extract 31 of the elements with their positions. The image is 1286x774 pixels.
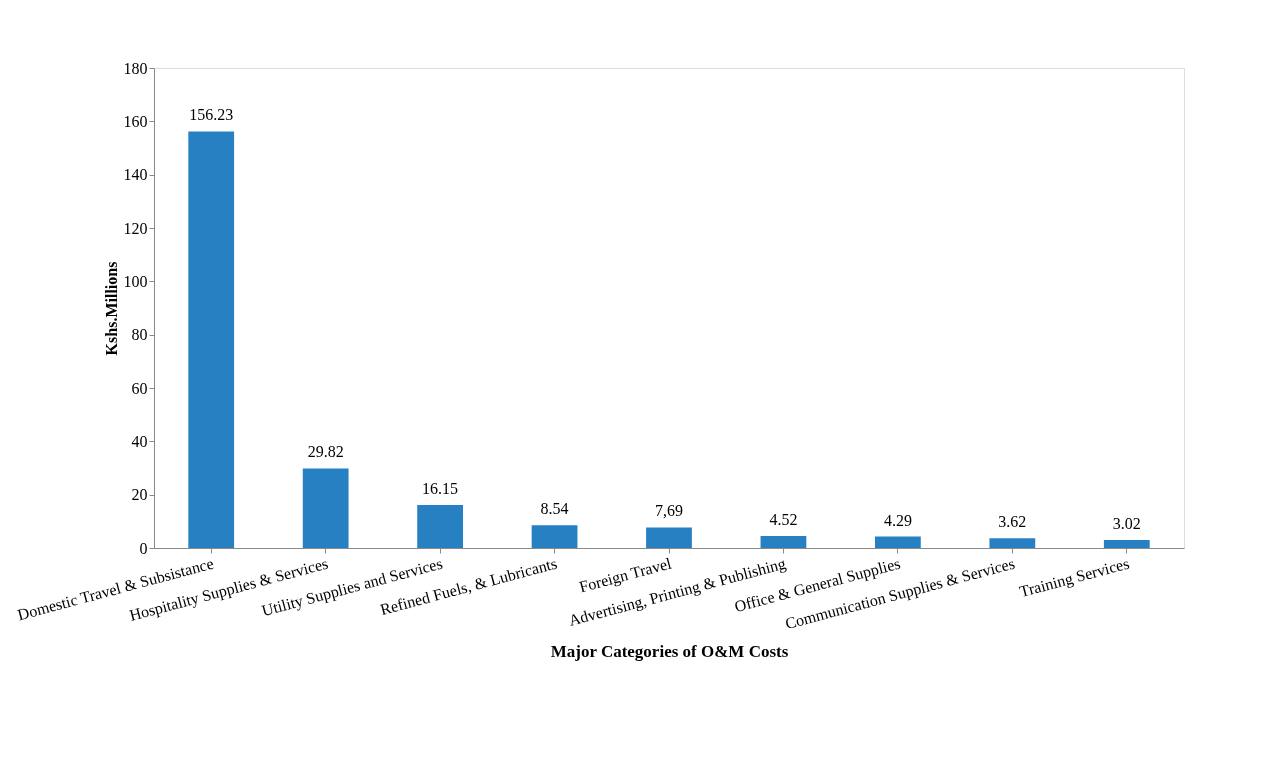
data-label: 16.15	[422, 479, 459, 497]
bar	[646, 527, 692, 548]
y-tick-label: 40	[131, 432, 148, 450]
y-tick-label: 180	[123, 59, 148, 77]
data-label: 8.54	[540, 500, 569, 518]
bar	[1103, 539, 1150, 548]
bar	[989, 538, 1036, 548]
x-tick-label: Training Services	[1017, 554, 1132, 602]
bar	[302, 468, 349, 548]
data-label: 156.23	[189, 106, 234, 124]
data-label: 7,69	[655, 502, 683, 520]
x-axis-title: Major Categories of O&M Costs	[550, 642, 789, 662]
y-axis-title: Kshs.Millions	[102, 261, 120, 356]
y-tick-label: 140	[123, 166, 148, 184]
data-label: 3.02	[1112, 514, 1141, 532]
y-tick-label: 60	[131, 379, 148, 397]
data-label: 4.29	[883, 511, 912, 529]
y-tick-label: 80	[131, 326, 148, 344]
bar	[760, 535, 807, 548]
bar	[531, 525, 578, 548]
y-tick-label: 100	[123, 272, 148, 290]
bar	[875, 536, 921, 548]
bar	[417, 504, 463, 548]
y-tick-label: 0	[139, 539, 148, 557]
data-label: 3.62	[998, 513, 1027, 531]
bar	[188, 131, 235, 548]
data-label: 29.82	[307, 443, 344, 461]
y-tick-label: 120	[123, 219, 148, 237]
data-label: 4.52	[769, 510, 798, 528]
y-tick-label: 160	[123, 112, 148, 130]
y-tick-label: 20	[131, 486, 148, 504]
